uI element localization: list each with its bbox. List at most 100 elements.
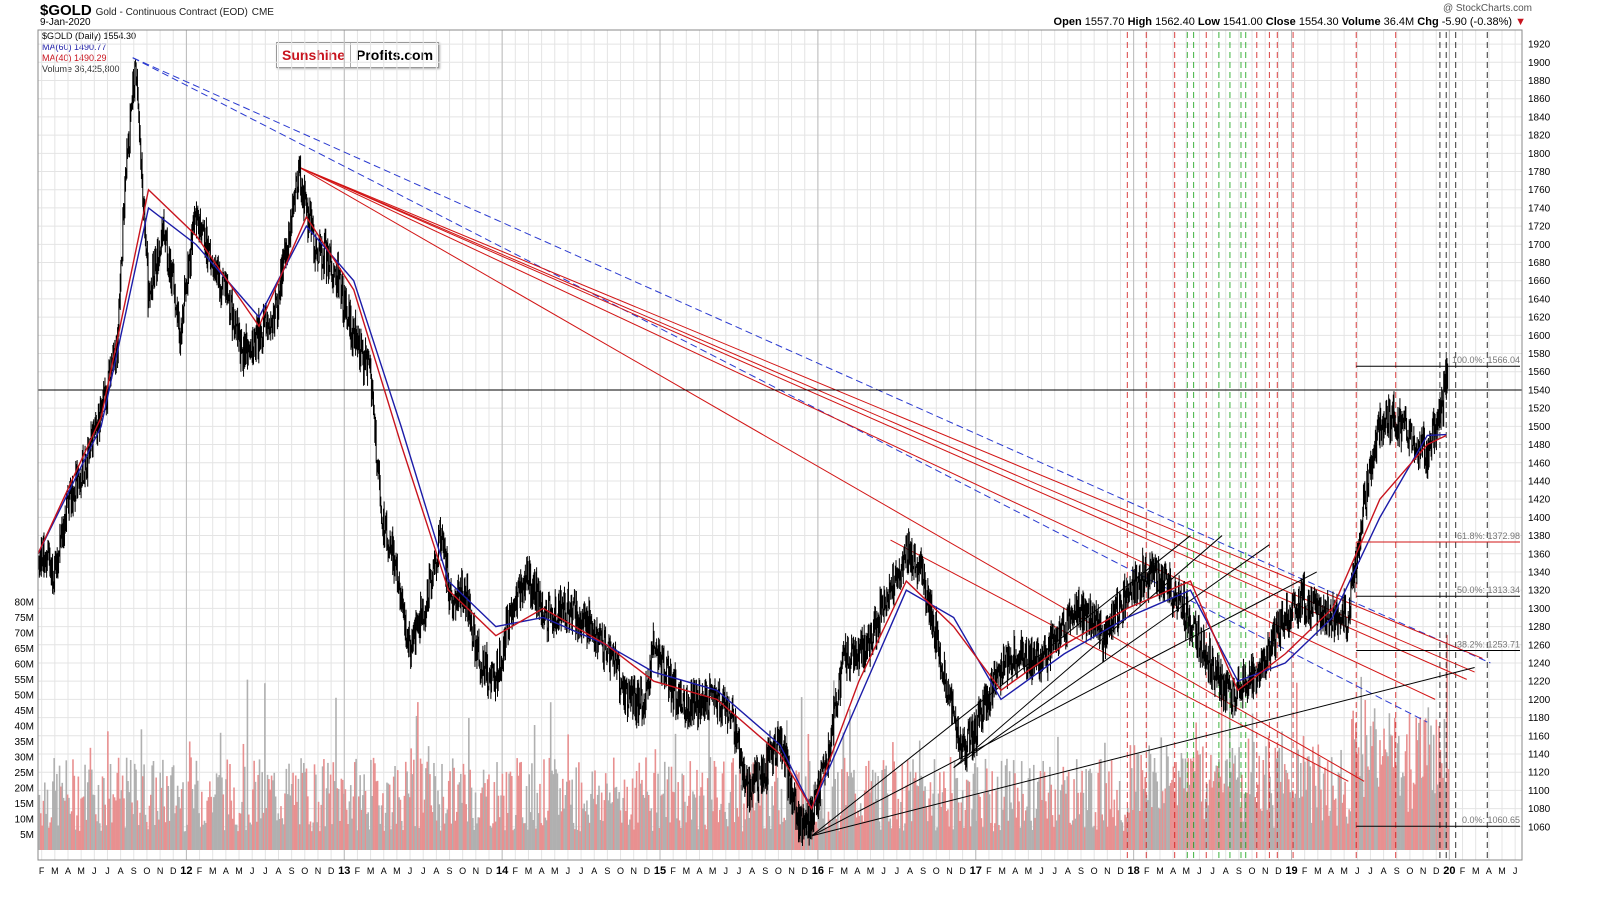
volume-bar <box>984 758 987 850</box>
year-label: 16 <box>812 865 824 877</box>
volume-bar <box>745 773 748 850</box>
volume-bar <box>1443 718 1446 850</box>
volume-bar <box>1066 776 1069 850</box>
volume-bar <box>58 765 61 850</box>
volume-bar <box>1353 739 1356 850</box>
volume-bar <box>881 770 883 850</box>
volume-bar <box>1428 744 1431 850</box>
volume-bar <box>64 800 66 850</box>
volume-bar <box>1101 814 1104 850</box>
month-label: J <box>1039 866 1044 876</box>
volume-bar <box>486 779 489 850</box>
volume-bar <box>1067 771 1070 850</box>
volume-bar <box>939 772 941 850</box>
volume-bar <box>529 812 532 850</box>
volume-bar <box>811 815 814 850</box>
volume-bar <box>281 818 284 850</box>
volume-bar <box>604 773 607 850</box>
volume-bar <box>1430 725 1432 850</box>
volume-bar <box>536 792 539 850</box>
month-label: F <box>39 866 45 876</box>
volume-bars <box>38 634 1450 850</box>
volume-bar <box>1098 759 1101 850</box>
volume-bar <box>38 794 41 850</box>
volume-bar <box>455 811 458 850</box>
month-label: F <box>986 866 992 876</box>
volume-bar <box>544 817 547 850</box>
volume-bar <box>846 771 849 850</box>
price-tick-label: 1680 <box>1528 258 1551 269</box>
volume-bar <box>74 829 77 850</box>
volume-bar <box>1051 815 1054 850</box>
volume-bar <box>823 763 826 850</box>
volume-bar <box>223 830 226 850</box>
month-label: J <box>1368 866 1373 876</box>
volume-bar <box>680 827 682 850</box>
volume-bar <box>289 795 292 850</box>
volume-bar <box>317 801 320 850</box>
volume-bar <box>1223 783 1226 850</box>
legend-ma60: MA(60) 1490.77 <box>42 42 107 52</box>
volume-bar <box>943 771 945 850</box>
volume-bar <box>1447 768 1450 850</box>
volume-bar <box>108 798 111 850</box>
volume-bar <box>363 774 365 850</box>
volume-tick-label: 65M <box>15 644 34 655</box>
volume-bar <box>912 759 914 850</box>
volume-bar <box>143 764 145 850</box>
trend-line <box>811 571 1317 837</box>
volume-bar <box>374 763 376 850</box>
month-label: A <box>539 866 545 876</box>
volume-bar <box>800 697 803 850</box>
volume-bar <box>728 802 730 850</box>
volume-bar <box>1065 793 1067 850</box>
volume-bar <box>1333 799 1336 850</box>
year-label: 18 <box>1128 865 1140 877</box>
volume-bar <box>358 796 360 850</box>
volume-bar <box>515 815 517 850</box>
volume-bar <box>1236 777 1239 850</box>
volume-bar <box>588 822 591 850</box>
volume-bar <box>857 810 859 850</box>
volume-bar <box>450 823 453 850</box>
month-label: M <box>209 866 217 876</box>
price-tick-label: 1640 <box>1528 294 1551 305</box>
volume-bar <box>1018 801 1020 850</box>
volume-bar <box>913 778 916 850</box>
volume-bar <box>760 786 763 850</box>
volume-bar <box>101 776 104 850</box>
month-label: A <box>749 866 755 876</box>
price-tick-label: 1220 <box>1528 677 1551 688</box>
volume-bar <box>894 771 897 850</box>
volume-bar <box>961 790 964 850</box>
volume-bar <box>285 768 288 850</box>
volume-bar <box>97 784 100 850</box>
volume-bar <box>678 820 681 850</box>
volume-bar <box>1168 785 1171 850</box>
volume-bar <box>782 821 784 850</box>
volume-bar <box>396 770 399 850</box>
volume-bar <box>293 805 296 850</box>
month-label: M <box>1025 866 1033 876</box>
volume-bar <box>1273 827 1275 850</box>
volume-bar <box>1108 771 1110 850</box>
volume-bar <box>390 829 392 850</box>
volume-bar <box>1259 809 1262 850</box>
volume-bar <box>395 823 398 850</box>
volume-bar <box>580 782 583 850</box>
volume-bar <box>237 831 239 850</box>
volume-bar <box>968 781 971 850</box>
volume-bar <box>1397 736 1400 850</box>
volume-bar <box>1136 753 1138 850</box>
volume-bar <box>453 767 455 850</box>
volume-bar <box>219 732 222 850</box>
volume-bar <box>824 827 827 850</box>
volume-bar <box>372 757 375 850</box>
price-tick-label: 1140 <box>1528 749 1550 760</box>
volume-bar <box>94 814 97 850</box>
volume-bar <box>48 827 50 850</box>
volume-bar <box>659 795 662 850</box>
volume-bar <box>626 786 628 850</box>
volume-bar <box>692 791 694 850</box>
volume-bar <box>642 794 645 850</box>
